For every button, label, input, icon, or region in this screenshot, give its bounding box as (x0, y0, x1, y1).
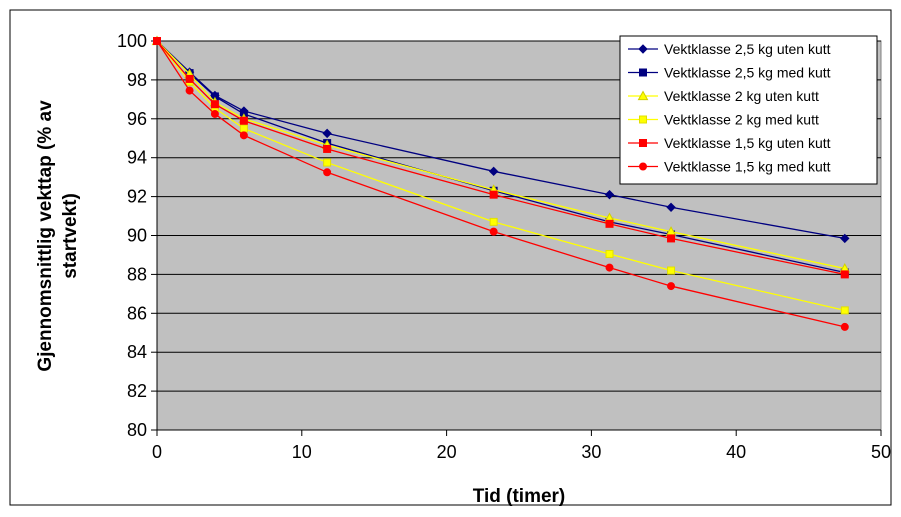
legend-label-5: Vektklasse 1,5 kg med kutt (664, 159, 831, 175)
x-tick-label-5: 50 (871, 442, 891, 462)
x-axis-title: Tid (timer) (473, 486, 566, 507)
legend-marker-1 (639, 68, 647, 77)
legend-marker-4 (639, 139, 647, 147)
y-tick-label-7: 94 (127, 148, 147, 168)
series-5-point-7 (667, 282, 676, 291)
series-0-point-5 (488, 166, 499, 177)
y-tick-label-6: 92 (127, 187, 147, 207)
series-4-point-4 (323, 144, 332, 153)
series-4-point-2 (210, 100, 219, 109)
x-tick-label-0: 0 (152, 442, 162, 462)
legend-box (619, 35, 878, 185)
legend-label-2: Vektklasse 2 kg uten kutt (664, 88, 819, 104)
legend-label-4: Vektklasse 1,5 kg uten kutt (664, 135, 831, 151)
series-4-point-3 (239, 116, 248, 125)
y-tick-label-9: 98 (127, 70, 147, 90)
y-tick-label-0: 80 (127, 420, 147, 440)
series-4-point-5 (489, 190, 498, 199)
series-3-point-6 (605, 249, 614, 258)
series-3-point-8 (840, 306, 849, 315)
series-0-point-6 (604, 189, 615, 200)
y-axis-title: Gjennomsnittlig vekttap (% av startvekt) (35, 100, 81, 372)
y-tick-label-5: 90 (127, 226, 147, 246)
legend-marker-5 (639, 162, 647, 171)
y-tick-label-1: 82 (127, 381, 147, 401)
x-tick-label-4: 40 (726, 442, 746, 462)
y-tick-label-10: 100 (117, 31, 147, 51)
series-5-point-2 (210, 109, 219, 118)
y-tick-label-4: 88 (127, 264, 147, 284)
series-3-point-4 (323, 158, 332, 167)
series-5-point-0 (153, 37, 161, 45)
series-5-point-6 (605, 263, 614, 272)
legend-marker-0 (638, 44, 648, 54)
y-tick-label-3: 86 (127, 303, 147, 323)
series-5-point-1 (185, 86, 194, 95)
series-3-point-7 (667, 266, 676, 275)
legend-label-1: Vektklasse 2,5 kg med kutt (664, 65, 831, 81)
series-5-point-4 (323, 168, 332, 177)
series-5-point-8 (840, 322, 849, 331)
legend-marker-3 (639, 115, 647, 124)
x-tick-label-1: 10 (292, 442, 312, 462)
legend-label-0: Vektklasse 2,5 kg uten kutt (664, 41, 831, 57)
y-tick-label-8: 96 (127, 109, 147, 129)
series-0-point-8 (840, 233, 850, 244)
series-3-point-5 (489, 217, 498, 226)
series-4-point-8 (840, 270, 849, 279)
series-4-point-7 (667, 234, 676, 243)
y-axis-title-line: startvekt) (60, 193, 81, 279)
x-tick-label-2: 20 (437, 442, 457, 462)
series-5-point-3 (239, 131, 248, 140)
legend-label-3: Vektklasse 2 kg med kutt (664, 112, 819, 128)
y-tick-label-2: 84 (127, 342, 147, 362)
x-tick-label-3: 30 (581, 442, 601, 462)
series-4-point-6 (605, 219, 614, 228)
series-0-point-7 (666, 202, 676, 213)
series-0-point-4 (322, 128, 332, 139)
legend-marker-2 (637, 90, 649, 101)
series-4-point-1 (185, 74, 194, 83)
y-axis-title-line: Gjennomsnittlig vekttap (% av (35, 100, 56, 372)
series-3-point-3 (239, 124, 248, 133)
series-5-point-5 (489, 227, 498, 236)
